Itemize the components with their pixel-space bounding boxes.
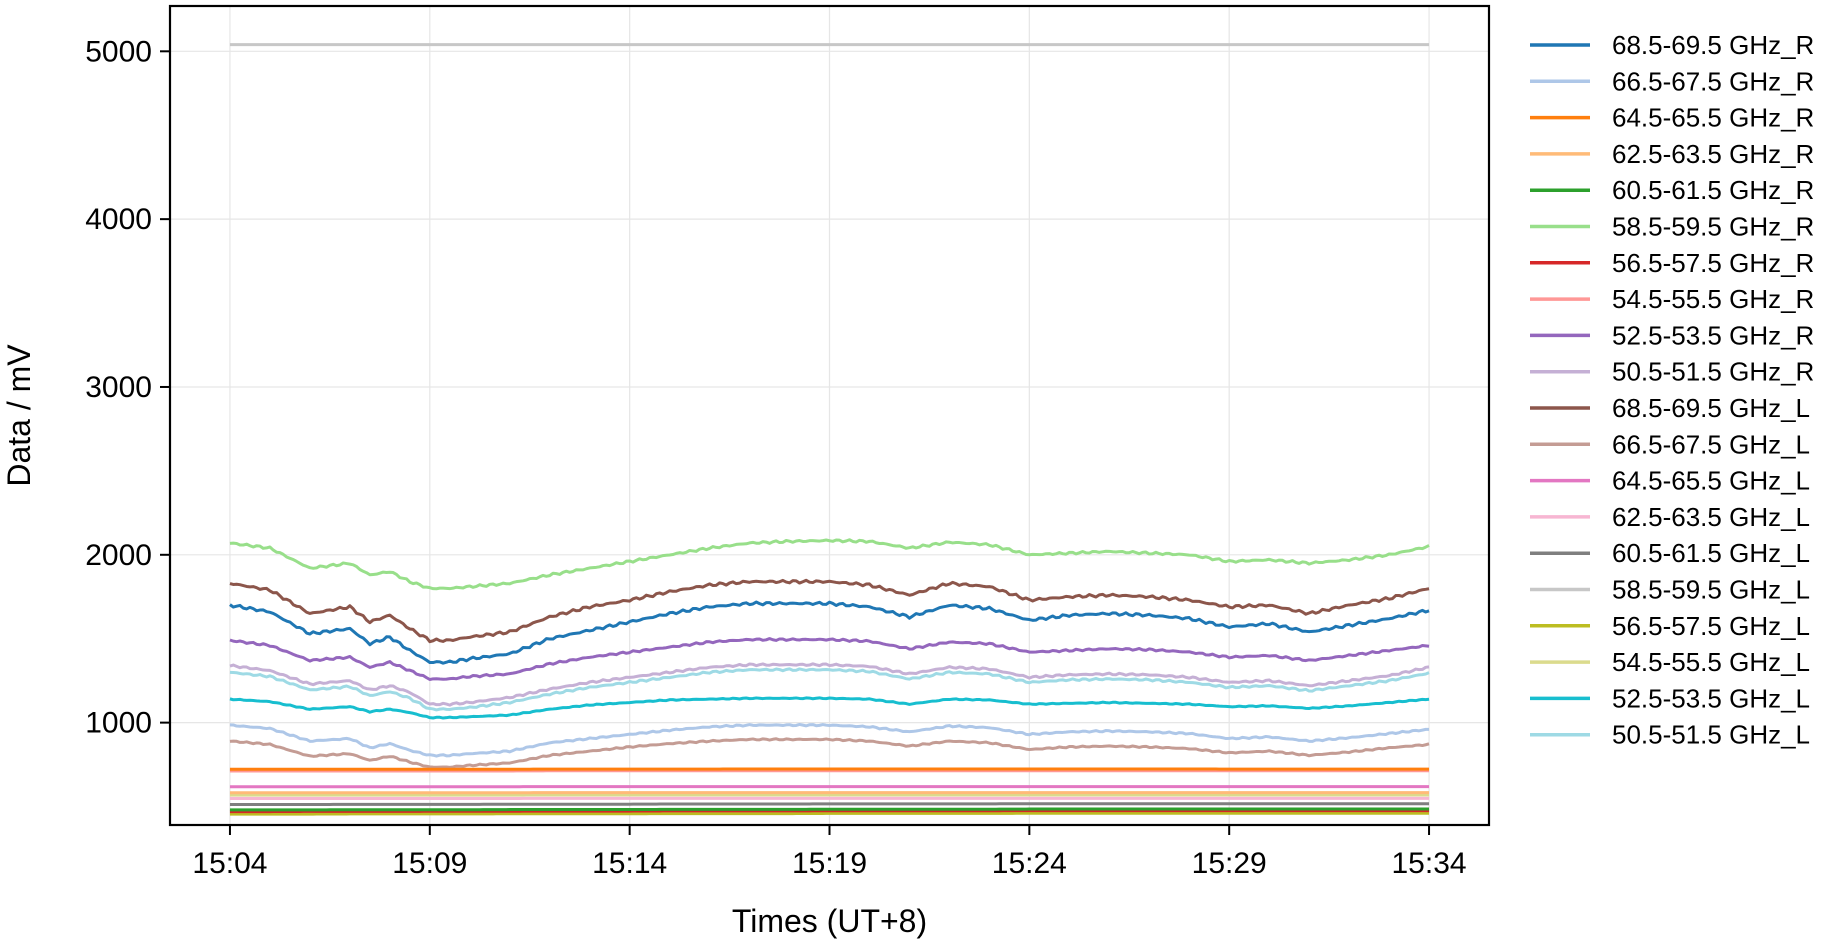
series-line (229, 667, 1430, 712)
series-line (229, 637, 1430, 681)
legend-entry-label: 66.5-67.5 GHz_R (1612, 66, 1814, 96)
legend-entry-label: 58.5-59.5 GHz_R (1612, 212, 1814, 242)
series-line (229, 538, 1430, 591)
x-tick-label: 15:04 (192, 847, 267, 880)
y-tick-label: 5000 (85, 35, 152, 68)
series-line (229, 811, 1430, 816)
legend-entry-label: 60.5-61.5 GHz_L (1612, 538, 1810, 568)
series-line (229, 807, 1430, 812)
x-axis-label: Times (UT+8) (732, 903, 927, 939)
y-tick-label: 4000 (85, 203, 152, 236)
x-tick-label: 15:14 (592, 847, 667, 880)
x-tick-label: 15:24 (992, 847, 1067, 880)
legend-entry-label: 66.5-67.5 GHz_L (1612, 429, 1810, 459)
legend-entry-label: 56.5-57.5 GHz_L (1612, 611, 1810, 641)
series-line (229, 696, 1430, 720)
series-line (229, 809, 1430, 814)
x-tick-label: 15:29 (1192, 847, 1267, 880)
series-line (229, 802, 1430, 807)
legend-entry-label: 64.5-65.5 GHz_R (1612, 103, 1814, 133)
y-tick-label: 3000 (85, 371, 152, 404)
legend-entry-label: 52.5-53.5 GHz_L (1612, 683, 1810, 713)
legend-entry-label: 52.5-53.5 GHz_R (1612, 320, 1814, 350)
legend-entry-label: 56.5-57.5 GHz_R (1612, 248, 1814, 278)
y-tick-label: 2000 (85, 539, 152, 572)
legend: 68.5-69.5 GHz_R 66.5-67.5 GHz_R 64.5-65.5 … (1530, 30, 1814, 750)
legend-entry-label: 68.5-69.5 GHz_L (1612, 393, 1810, 423)
grid-layer (170, 6, 1489, 825)
series-line (229, 578, 1430, 644)
series-line (229, 662, 1430, 707)
legend-entry-label: 54.5-55.5 GHz_R (1612, 284, 1814, 314)
y-axis-label: Data / mV (1, 344, 37, 487)
legend-entry-label: 62.5-63.5 GHz_L (1612, 502, 1810, 532)
x-tick-label: 15:34 (1392, 847, 1467, 880)
x-tick-label: 15:19 (792, 847, 867, 880)
y-tick-label: 1000 (85, 707, 152, 740)
legend-entry-label: 68.5-69.5 GHz_R (1612, 30, 1814, 60)
legend-entry-label: 64.5-65.5 GHz_L (1612, 466, 1810, 496)
series-line (229, 600, 1430, 665)
x-tick-label: 15:09 (392, 847, 467, 880)
series-layer (229, 43, 1430, 816)
legend-entry-label: 62.5-63.5 GHz_R (1612, 139, 1814, 169)
legend-entry-label: 58.5-59.5 GHz_L (1612, 575, 1810, 605)
legend-entry-label: 54.5-55.5 GHz_L (1612, 647, 1810, 677)
ticks-layer: 15:04 15:09 15:14 15:19 15:24 15:29 15:34 1000 2… (85, 35, 1466, 880)
series-line (229, 722, 1430, 758)
legend-entry-label: 60.5-61.5 GHz_R (1612, 175, 1814, 205)
legend-entry-label: 50.5-51.5 GHz_R (1612, 357, 1814, 387)
legend-entry-label: 50.5-51.5 GHz_L (1612, 720, 1810, 750)
series-line (229, 737, 1430, 769)
